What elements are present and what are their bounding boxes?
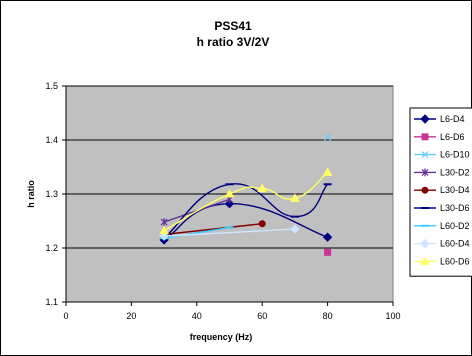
- legend-label: L60-D2: [440, 221, 470, 231]
- x-tick-label: 60: [257, 311, 267, 321]
- legend-label: L60-D6: [440, 256, 470, 266]
- x-tick-label: 100: [385, 311, 400, 321]
- legend-item: L60-D6: [414, 256, 470, 266]
- series-line: [164, 223, 263, 236]
- legend-label: L30-D2: [440, 167, 470, 177]
- data-point: [324, 248, 332, 256]
- data-point: [257, 183, 268, 193]
- x-tick-label: 20: [126, 311, 136, 321]
- chart-title: PSS41: [214, 19, 252, 33]
- series-L6-D6: [324, 248, 332, 256]
- y-tick-label: 1.4: [45, 135, 58, 145]
- legend-label: L6-D6: [440, 132, 465, 142]
- series-L6-D10: [324, 133, 332, 141]
- y-tick-label: 1.1: [45, 297, 58, 307]
- series-line: [164, 228, 295, 237]
- data-point: [290, 193, 300, 202]
- data-point: [160, 218, 168, 227]
- data-point: [159, 225, 169, 235]
- legend-item: L60-D2: [414, 221, 470, 231]
- data-point: [258, 220, 266, 228]
- y-tick-label: 1.3: [45, 189, 58, 199]
- legend-item: L6-D6: [414, 132, 465, 142]
- data-point: [290, 224, 300, 234]
- data-point: [324, 133, 332, 141]
- legend-swatch-marker: [421, 133, 429, 141]
- y-tick-label: 1.5: [45, 81, 58, 91]
- chart-subtitle: h ratio 3V/2V: [197, 35, 270, 49]
- legend-label: L6-D4: [440, 114, 465, 124]
- data-point: [224, 188, 235, 198]
- axes: 1.1 1.2 1.3 1.4 1.5 0 20 40 60 80 100: [45, 81, 400, 321]
- legend-swatch-marker: [420, 114, 430, 124]
- series-line: [163, 226, 230, 239]
- legend-swatch-marker: [421, 186, 429, 194]
- legend-item: L6-D4: [414, 114, 465, 124]
- legend-item: L30-D2: [414, 167, 470, 177]
- data-point: [322, 232, 333, 242]
- series-L60-D4: [159, 224, 300, 241]
- y-tick-label: 1.2: [45, 243, 58, 253]
- legend-swatch-marker: [420, 238, 430, 249]
- legend-swatch-marker: [421, 151, 429, 159]
- legend-label: L60-D4: [440, 239, 470, 249]
- legend-box: [409, 107, 472, 277]
- y-axis-label: h ratio: [26, 180, 36, 208]
- legend-label: L30-D6: [440, 203, 470, 213]
- legend-item: L30-D4: [414, 185, 470, 195]
- legend-item: L6-D10: [414, 150, 470, 160]
- series-line: [163, 183, 329, 239]
- legend-item: L30-D6: [414, 203, 470, 213]
- legend-item: L60-D4: [414, 239, 470, 249]
- legend: L6-D4 L6-D6 L6-D10 L30-D2 L30-D4 L30-D6 L60-D2…: [409, 107, 472, 277]
- legend-swatch-marker: [420, 256, 430, 265]
- x-axis-label: frequency (Hz): [190, 332, 253, 342]
- x-tick-label: 0: [63, 311, 68, 321]
- x-tick-label: 80: [323, 311, 333, 321]
- x-tick-label: 40: [192, 311, 202, 321]
- legend-label: L6-D10: [440, 150, 470, 160]
- legend-label: L30-D4: [440, 185, 470, 195]
- legend-swatch-marker: [421, 168, 429, 177]
- series-L60-D6: [159, 167, 333, 235]
- series-layer: [159, 133, 333, 256]
- data-point: [322, 167, 333, 176]
